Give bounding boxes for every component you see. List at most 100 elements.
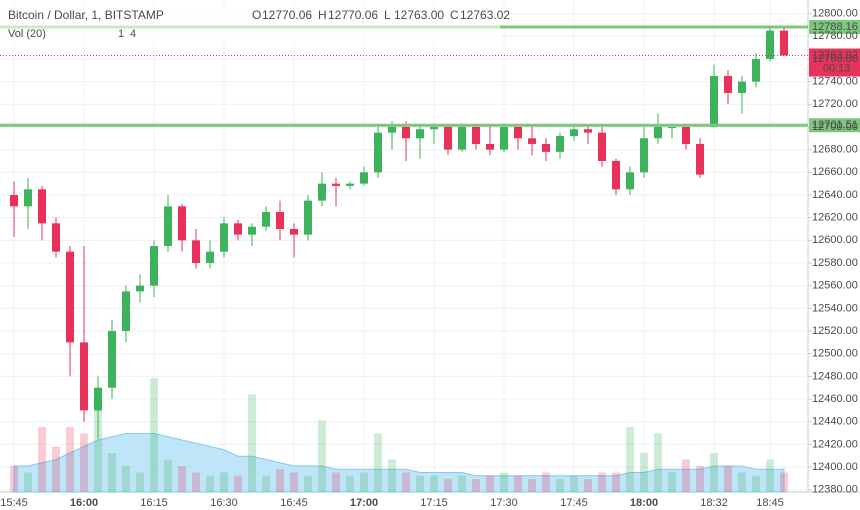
volume-bar xyxy=(80,433,88,492)
candle-body xyxy=(304,200,312,235)
candles xyxy=(10,27,788,439)
price-label: 12788.16 xyxy=(812,21,858,33)
ohlc-key: C xyxy=(450,8,459,22)
candle-body xyxy=(318,183,326,201)
volume-bar xyxy=(668,472,676,492)
candle-body xyxy=(24,189,32,207)
volume-bar xyxy=(318,420,326,492)
volume-bar xyxy=(136,472,144,492)
ohlc-value: 12763.02 xyxy=(460,8,510,22)
volume-bar xyxy=(472,479,480,492)
ohlc-key: H xyxy=(318,8,327,22)
volume-bar xyxy=(38,427,46,492)
ohlc-value: 12763.00 xyxy=(394,8,444,22)
symbol-title[interactable]: Bitcoin / Dollar, 1, BITSTAMP xyxy=(8,8,164,22)
x-tick-label: 16:00 xyxy=(70,497,98,509)
volume-bar xyxy=(346,475,354,492)
volume-bar xyxy=(528,479,536,492)
candle-body xyxy=(696,143,704,175)
volume-bar xyxy=(262,475,270,492)
candle-body xyxy=(276,211,284,229)
x-tick-label: 17:30 xyxy=(490,497,518,509)
candle-body xyxy=(654,126,662,139)
ohlc-key: L xyxy=(384,8,391,22)
volume-bar xyxy=(192,472,200,492)
volume-bar xyxy=(612,472,620,492)
candle-body xyxy=(570,129,578,137)
y-tick-label: 12620.00 xyxy=(812,212,858,224)
volume-bar xyxy=(738,472,746,492)
y-tick-label: 12400.00 xyxy=(812,461,858,473)
volume-bar xyxy=(248,394,256,492)
candle-body xyxy=(52,223,60,252)
volume-bar xyxy=(766,459,774,492)
candle-body xyxy=(346,183,354,186)
candle-body xyxy=(780,30,788,56)
ohlc-key: O xyxy=(252,8,261,22)
candle-body xyxy=(738,81,746,93)
volume-bar xyxy=(500,472,508,492)
volume-bar xyxy=(164,459,172,492)
y-tick-label: 12560.00 xyxy=(812,280,858,292)
candle-body xyxy=(528,138,536,144)
candle-body xyxy=(668,126,676,128)
candle-body xyxy=(234,223,242,235)
candle-body xyxy=(710,75,718,127)
candle-body xyxy=(640,138,648,173)
candle-body xyxy=(38,189,46,224)
candle-body xyxy=(262,211,270,227)
y-tick-label: 12500.00 xyxy=(812,348,858,360)
candle-body xyxy=(374,132,382,173)
y-tick-label: 12680.00 xyxy=(812,144,858,156)
volume-bar xyxy=(416,475,424,492)
candle-body xyxy=(290,228,298,235)
volume-legend-value: 1 xyxy=(118,28,124,40)
y-tick-label: 12660.00 xyxy=(812,166,858,178)
x-tick-label: 16:30 xyxy=(210,497,238,509)
y-tick-label: 12740.00 xyxy=(812,76,858,88)
candle-body xyxy=(514,126,522,139)
y-tick-label: 12760.00 xyxy=(812,53,858,65)
volume-bar xyxy=(640,453,648,492)
volume-bar xyxy=(752,475,760,492)
volume-bar xyxy=(430,475,438,492)
x-tick-label: 16:15 xyxy=(140,497,168,509)
price-label: 12701.51 xyxy=(812,119,858,131)
x-tick-label: 15:45 xyxy=(0,497,28,509)
volume-bar xyxy=(206,475,214,492)
candle-body xyxy=(388,126,396,133)
last-price-bg xyxy=(809,48,860,77)
candle-body xyxy=(10,194,18,207)
candle-body xyxy=(598,132,606,161)
volume-bar xyxy=(780,472,788,492)
y-tick-label: 12420.00 xyxy=(812,438,858,450)
legend: Bitcoin / Dollar, 1, BITSTAMP Vol (20) O… xyxy=(0,4,510,44)
volume-title[interactable]: Vol (20) xyxy=(8,28,46,40)
candle-body xyxy=(402,126,410,139)
candle-body xyxy=(486,143,494,150)
y-tick-label: 12580.00 xyxy=(812,257,858,269)
ohlc-value: 12770.06 xyxy=(328,8,378,22)
candle-body xyxy=(612,160,620,190)
candle-body xyxy=(220,223,228,252)
volume-bar xyxy=(52,446,60,492)
last-price-label: 12763.02 xyxy=(812,49,858,61)
volume-bar xyxy=(374,433,382,492)
volume-bar xyxy=(696,466,704,492)
volume-bar xyxy=(360,472,368,492)
y-tick-label: 12600.00 xyxy=(812,234,858,246)
y-tick-label: 12380.00 xyxy=(812,484,858,496)
candle-body xyxy=(500,126,508,150)
volume-bar xyxy=(276,469,284,492)
candle-body xyxy=(192,240,200,264)
y-tick-label: 12480.00 xyxy=(812,370,858,382)
volume-bar xyxy=(234,475,242,492)
volume-bar xyxy=(584,479,592,492)
volume-bar xyxy=(598,472,606,492)
volume-bar xyxy=(710,453,718,492)
legend-bg xyxy=(0,4,500,44)
volume-bar xyxy=(444,479,452,492)
candle-body xyxy=(80,342,88,411)
